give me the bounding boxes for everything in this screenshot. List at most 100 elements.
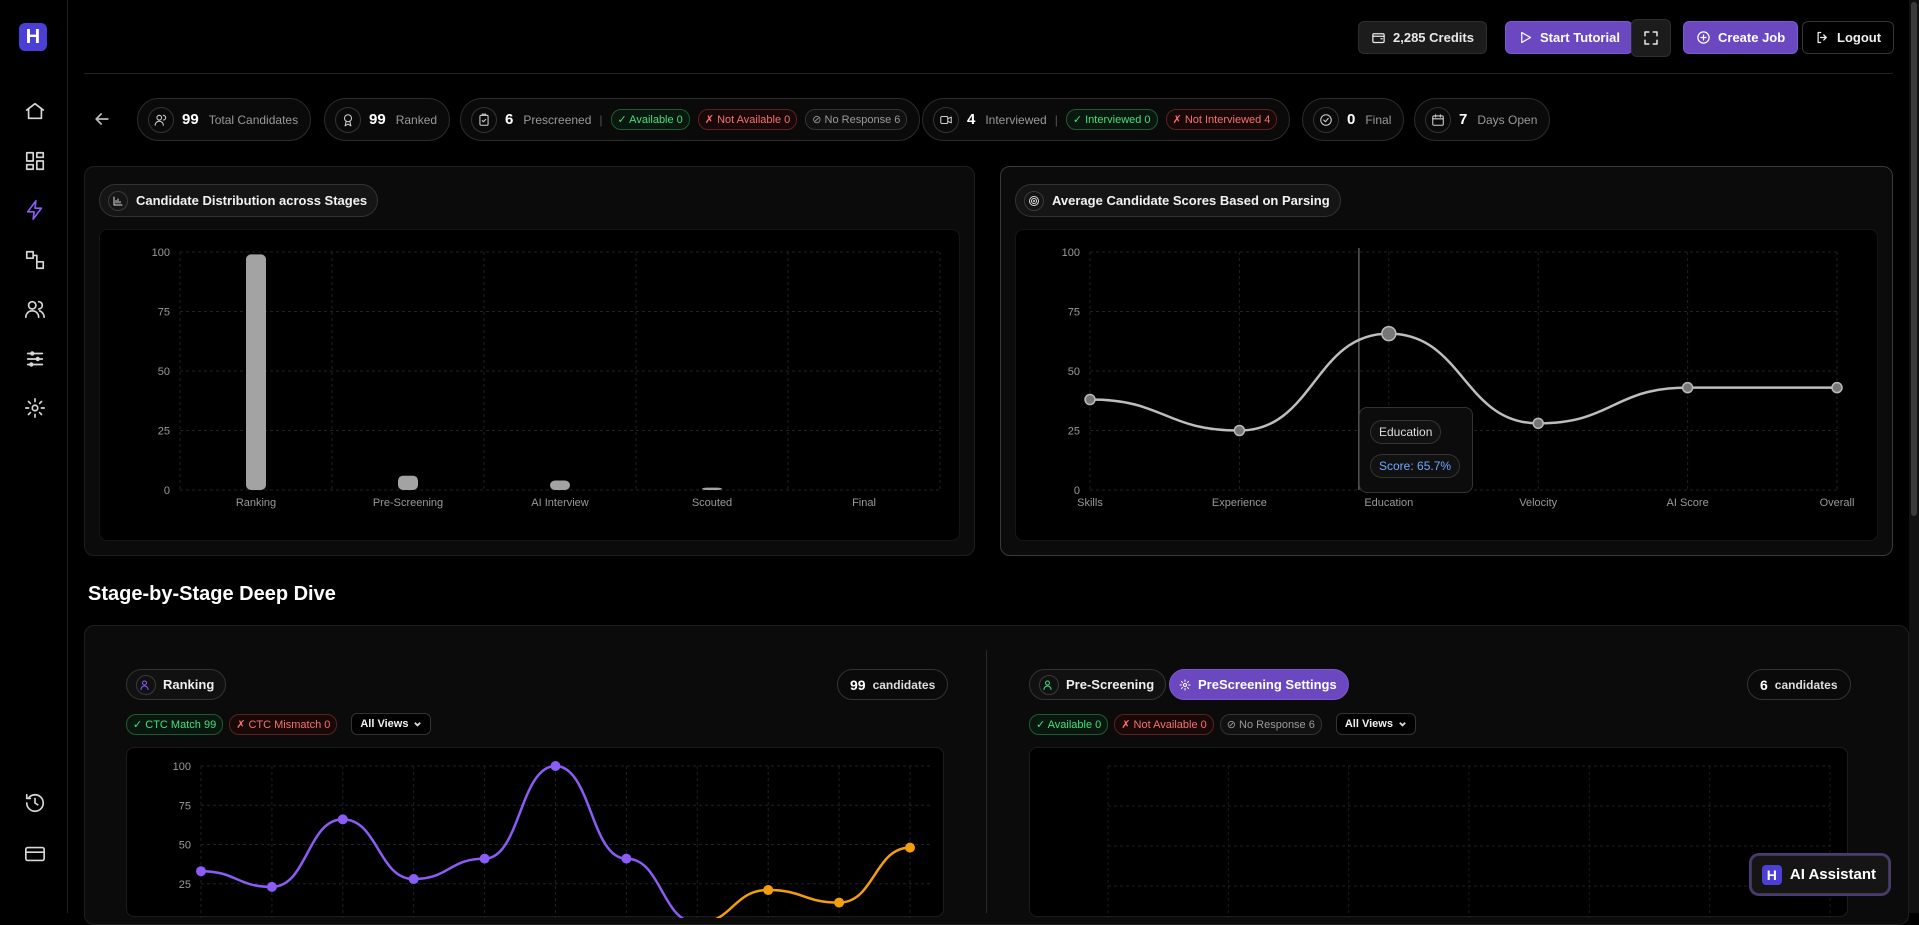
x-tick-label: Skills xyxy=(1077,497,1103,509)
lightning-icon[interactable] xyxy=(24,199,46,221)
app-logo[interactable]: H xyxy=(19,23,47,51)
users-icon xyxy=(148,106,174,133)
scrollbar-thumb[interactable] xyxy=(1911,2,1917,516)
plus-circle-icon xyxy=(1697,31,1710,44)
y-tick-label: 50 xyxy=(179,840,191,852)
stat-value: 0 xyxy=(1347,111,1356,128)
scores-chart: 0 25 50 75 100 Skills Experience Education Veloc… xyxy=(1015,229,1878,541)
no-response-tag: ⊘ No Response 6 xyxy=(805,109,908,130)
ai-assistant-button[interactable]: H AI Assistant xyxy=(1750,855,1889,894)
series-line xyxy=(697,846,911,925)
y-tick-label: 0 xyxy=(164,485,170,497)
score-point xyxy=(1681,381,1694,394)
ranking-title: Ranking xyxy=(163,677,215,692)
ranking-views-select[interactable]: All Views xyxy=(351,713,432,735)
ctc-mismatch-tag: ✗ CTC Mismatch 0 xyxy=(229,713,338,735)
fullscreen-button[interactable] xyxy=(1631,19,1671,57)
workflow-icon[interactable] xyxy=(24,249,46,271)
ai-assistant-logo: H xyxy=(1761,864,1782,885)
distribution-chart: 0 25 50 75 100 Ranking Pre-Screening AI Intervi… xyxy=(99,229,960,541)
score-point xyxy=(1381,325,1397,342)
interviewed-tag: ✓ Interviewed 0 xyxy=(1065,109,1158,130)
separator: | xyxy=(599,112,603,127)
x-tick-label: Experience xyxy=(1212,497,1267,509)
stat-label: Interviewed xyxy=(985,112,1047,127)
y-tick-label: 25 xyxy=(158,426,170,438)
calendar-icon xyxy=(1425,106,1451,133)
series-point xyxy=(479,853,490,864)
distribution-card-title: Candidate Distribution across Stages xyxy=(99,184,379,217)
y-tick-label: 100 xyxy=(173,761,191,773)
y-tick-label: 75 xyxy=(158,307,170,319)
series-point xyxy=(621,853,632,864)
prescreening-badge: Pre-Screening xyxy=(1029,669,1167,700)
gear-icon xyxy=(1179,679,1191,690)
score-point xyxy=(1233,424,1246,437)
distribution-chart-svg: 0 25 50 75 100 Ranking Pre-Screening AI Intervi… xyxy=(152,247,941,509)
y-tick-label: 25 xyxy=(1068,426,1080,438)
play-icon xyxy=(1521,31,1532,44)
users-icon xyxy=(136,674,156,695)
create-job-label: Create Job xyxy=(1718,30,1786,45)
stat-days-open: 7 Days Open xyxy=(1414,98,1551,141)
series-line xyxy=(200,764,698,925)
series-point xyxy=(196,866,206,877)
not-available-tag: ✗ Not Available 0 xyxy=(697,109,798,130)
stat-label: Final xyxy=(1365,112,1392,127)
sliders-icon[interactable] xyxy=(24,348,46,370)
x-tick-label: Overall xyxy=(1820,497,1855,509)
y-tick-label: 0 xyxy=(1074,485,1080,497)
prescreening-count-label: candidates xyxy=(1774,677,1838,692)
settings-gear-icon[interactable] xyxy=(24,397,46,419)
top-bar: 2,285 Credits Start Tutorial Create Job … xyxy=(84,0,1895,74)
not-interviewed-tag: ✗ Not Interviewed 4 xyxy=(1165,109,1278,130)
users-icon[interactable] xyxy=(24,298,46,320)
create-job-button[interactable]: Create Job xyxy=(1683,21,1799,54)
expand-icon xyxy=(1644,31,1658,45)
x-tick-label: Scouted xyxy=(692,497,732,509)
no-response-tag: ⊘ No Response 6 xyxy=(1219,713,1322,735)
bar xyxy=(702,487,722,490)
prescreening-settings-button[interactable]: PreScreening Settings xyxy=(1169,669,1349,700)
x-tick-label: Education xyxy=(1364,497,1413,509)
prescreening-chart-svg xyxy=(1107,765,1831,923)
stat-final: 0 Final xyxy=(1302,98,1405,141)
prescreening-title: Pre-Screening xyxy=(1066,677,1155,692)
scrollbar[interactable] xyxy=(1909,0,1919,913)
y-tick-label: 50 xyxy=(158,366,170,378)
credit-card-icon[interactable] xyxy=(24,843,46,865)
ranking-filters: ✓ CTC Match 99 ✗ CTC Mismatch 0 All View… xyxy=(126,713,432,735)
stat-prescreened: 6 Prescreened | ✓ Available 0 ✗ Not Avai… xyxy=(460,98,921,141)
tooltip-label: Education xyxy=(1370,420,1442,444)
prescreening-settings-label: PreScreening Settings xyxy=(1198,677,1337,692)
stat-label: Ranked xyxy=(395,112,438,127)
history-icon[interactable] xyxy=(24,792,46,814)
stat-label: Total Candidates xyxy=(208,112,299,127)
chart-tooltip: Education Score: 65.7% xyxy=(1359,407,1473,493)
prescreening-filters: ✓ Available 0 ✗ Not Available 0 ⊘ No Res… xyxy=(1029,713,1416,735)
ranking-count-label: candidates xyxy=(872,677,936,692)
home-icon[interactable] xyxy=(24,100,46,122)
credits-button[interactable]: 2,285 Credits xyxy=(1358,21,1487,54)
series-point xyxy=(408,874,419,885)
start-tutorial-button[interactable]: Start Tutorial xyxy=(1505,21,1633,54)
y-tick-label: 75 xyxy=(179,800,191,812)
y-tick-label: 100 xyxy=(152,247,170,259)
prescreening-views-select[interactable]: All Views xyxy=(1335,713,1416,735)
ranking-badge: Ranking xyxy=(126,669,227,700)
stat-label: Prescreened xyxy=(523,112,592,127)
bar xyxy=(550,480,570,490)
prescreening-count: 6 candidates xyxy=(1747,669,1851,700)
dashboard-icon[interactable] xyxy=(24,150,46,172)
y-tick-label: 25 xyxy=(179,879,191,891)
available-tag: ✓ Available 0 xyxy=(610,109,690,130)
logout-button[interactable]: Logout xyxy=(1802,21,1895,54)
main-content: 2,285 Credits Start Tutorial Create Job … xyxy=(68,0,1909,925)
back-arrow-icon[interactable] xyxy=(92,109,112,129)
series-point xyxy=(337,814,348,825)
y-tick-label: 75 xyxy=(1068,307,1080,319)
y-tick-label: 100 xyxy=(1062,247,1080,259)
ranking-chart: 25 50 75 100 xyxy=(126,747,944,925)
stat-value: 99 xyxy=(182,111,199,128)
check-circle-icon xyxy=(1313,106,1339,133)
